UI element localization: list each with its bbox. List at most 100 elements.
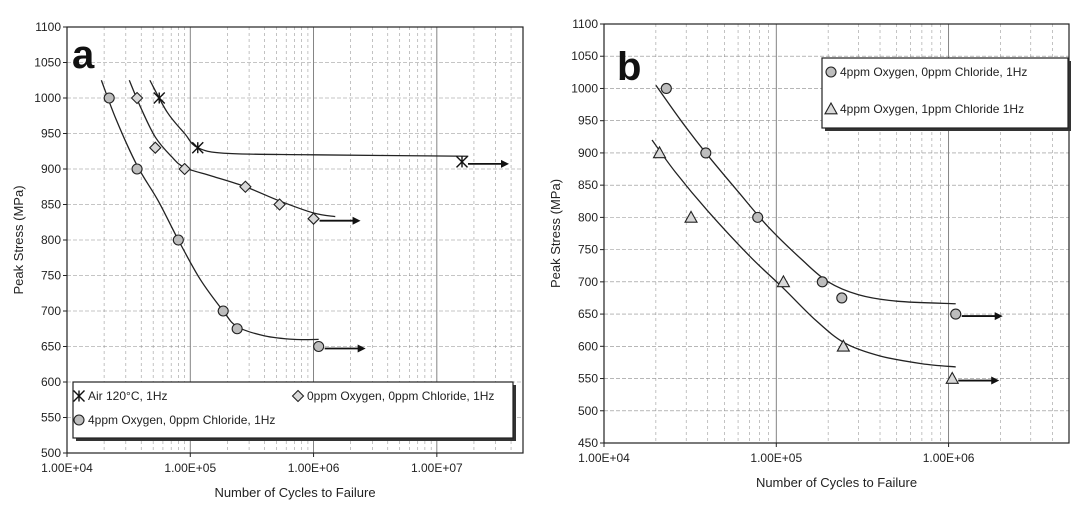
x-tick-label: 1.00E+04 [578,451,630,465]
data-point [239,180,252,194]
y-tick-label: 600 [41,375,61,389]
y-tick-label: 900 [41,162,61,176]
y-axis-label: Peak Stress (MPa) [11,185,26,294]
data-point [945,371,960,384]
x-tick-label: 1.00E+05 [164,461,216,475]
fit-curve [651,139,956,368]
y-tick-label: 1000 [34,91,61,105]
chart-panel-b: 450 500 550 600 650 700 750 800 850 900 950 1000 105… [548,17,1071,490]
y-tick-label: 750 [578,243,598,257]
runout-arrowhead [357,344,366,353]
y-tick-label: 550 [41,411,61,425]
legend: Air 120°C, 1Hz 0ppm Oxygen, 0ppm Chloride… [72,381,516,441]
panel-label: b [617,45,641,89]
y-tick-label: 1100 [572,17,598,31]
data-point [776,274,791,288]
data-point [700,147,712,159]
runout-arrowhead [991,376,1000,385]
y-tick-label: 650 [41,340,61,354]
fit-curve [655,84,956,305]
y-tick-label: 1000 [571,81,598,95]
data-point [660,82,672,95]
y-tick-label: 950 [578,114,598,128]
data-point [191,141,204,154]
y-tick-label: 850 [578,178,598,192]
y-tick-label: 950 [41,127,61,141]
legend-entry-label: 4ppm Oxygen, 1ppm Chloride 1Hz [840,102,1024,116]
data-point [217,305,229,317]
fit-curve [149,79,469,157]
data-point [103,92,115,104]
series-circle [103,92,366,353]
y-tick-label: 1050 [34,56,61,70]
y-tick-label: 700 [578,275,598,289]
chart-panel-a: 500 550 600 650 700 750 800 850 900 950 1000 1050 11… [11,20,524,500]
data-point [172,234,184,246]
data-point [652,145,667,159]
y-tick-label: 600 [578,339,598,353]
series-asterisk [153,92,509,168]
data-point [950,308,962,320]
data-point [307,212,320,225]
data-point [836,339,851,352]
plot-frame [603,23,1070,444]
y-tick-label: 850 [41,198,61,212]
legend-marker [291,389,305,403]
runout-arrowhead [352,216,361,225]
data-point [684,210,698,223]
series-triangle [652,145,1000,385]
x-axis-label: Number of Cycles to Failure [756,475,917,490]
legend-entry-label: 4ppm Oxygen, 0ppm Chloride, 1Hz [840,65,1027,79]
panel-label: a [72,33,95,77]
y-tick-label: 550 [578,372,598,386]
legend-entry-label: 4ppm Oxygen, 0ppm Chloride, 1Hz [88,413,275,427]
runout-arrowhead [500,159,509,168]
legend-marker [73,414,85,426]
series-circle [660,82,1003,321]
y-tick-label: 800 [578,210,598,224]
data-point [313,340,325,353]
legend-marker [73,390,85,402]
legend-box [72,381,514,439]
data-point [131,163,143,175]
data-point [231,323,243,335]
y-tick-label: 1100 [35,20,61,34]
runout-arrowhead [994,312,1003,321]
x-tick-label: 1.00E+06 [288,461,340,475]
data-point [816,276,828,288]
y-tick-label: 650 [578,307,598,321]
legend-box [821,57,1069,129]
y-tick-label: 900 [578,146,598,160]
x-tick-label: 1.00E+07 [411,461,463,475]
legend-marker [824,101,838,115]
y-tick-label: 800 [41,233,61,247]
y-tick-label: 450 [578,436,598,450]
x-tick-label: 1.00E+06 [923,451,975,465]
x-axis-label: Number of Cycles to Failure [214,485,375,500]
y-tick-label: 700 [41,304,61,318]
y-tick-label: 750 [41,269,61,283]
data-point [153,92,166,104]
fit-curve [100,80,319,341]
y-axis-label: Peak Stress (MPa) [548,179,563,288]
series-diamond [130,91,361,225]
x-tick-label: 1.00E+05 [750,451,802,465]
y-tick-label: 1050 [571,49,598,63]
data-point [836,292,848,304]
legend-marker [825,66,837,78]
data-point [148,141,162,154]
data-point [456,155,468,168]
plot-frame [66,26,524,454]
data-point [273,198,286,211]
fit-curve [128,79,336,218]
data-point [130,91,144,105]
data-point [752,211,764,223]
legend-entry-label: Air 120°C, 1Hz [88,389,168,403]
data-point [178,162,191,176]
x-tick-label: 1.00E+04 [41,461,93,475]
y-tick-label: 500 [578,404,598,418]
y-tick-label: 500 [41,446,61,460]
legend-entry-label: 0ppm Oxygen, 0ppm Chloride, 1Hz [307,389,494,403]
legend: 4ppm Oxygen, 0ppm Chloride, 1Hz 4ppm Oxyg… [821,57,1071,131]
